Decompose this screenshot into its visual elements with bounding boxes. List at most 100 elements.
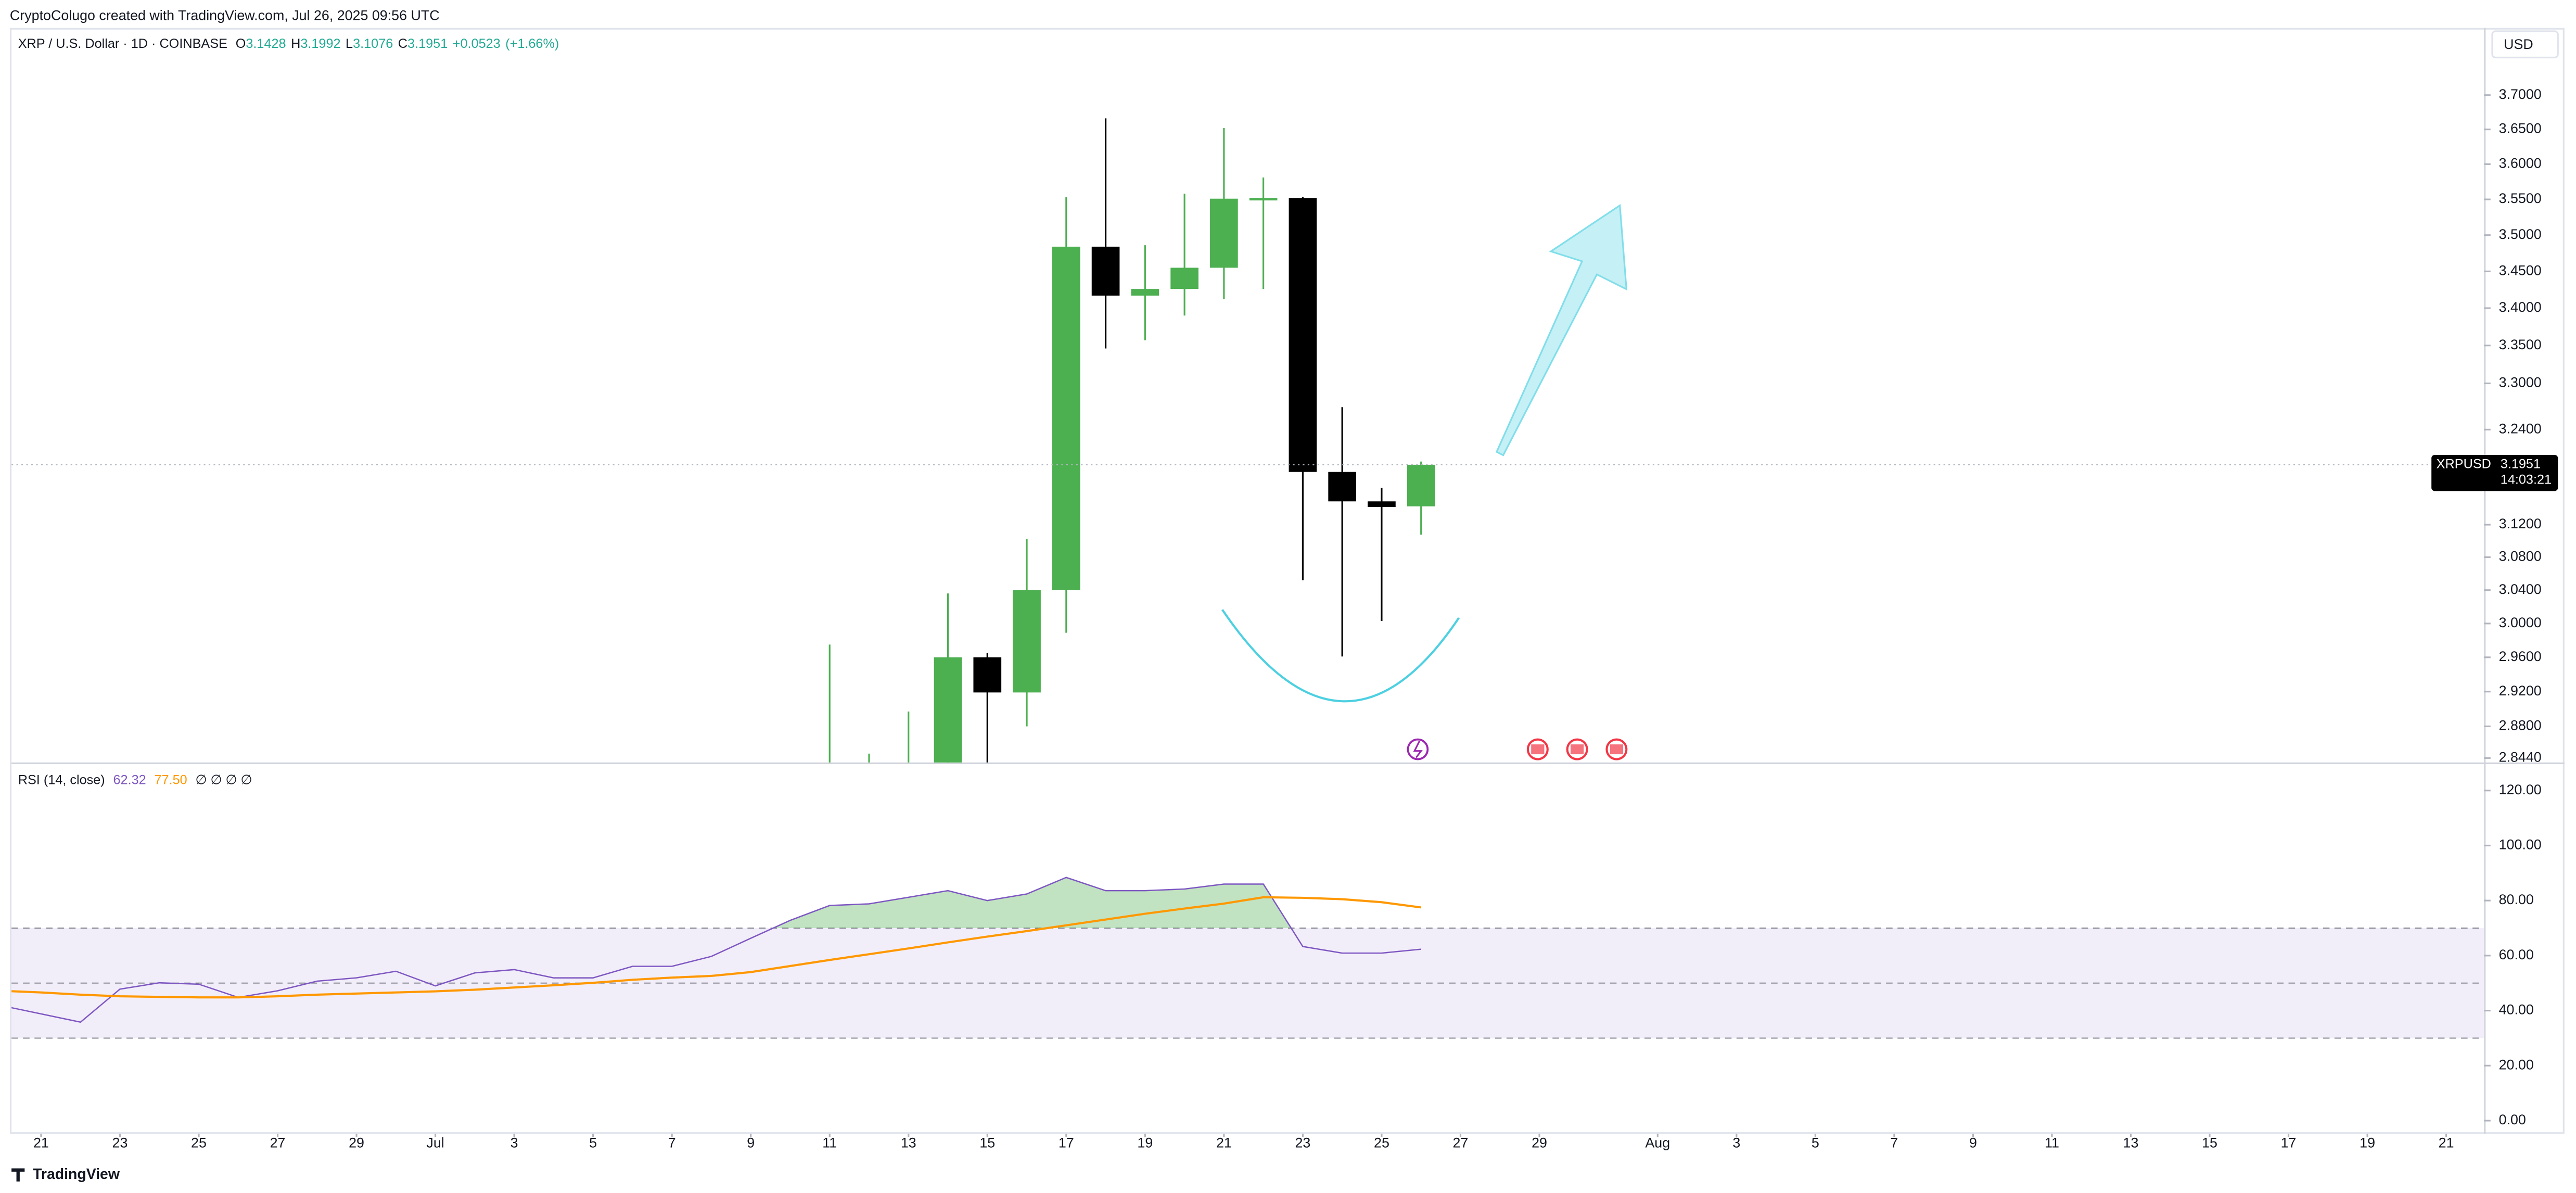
candle-body: [1249, 198, 1278, 201]
y-tick-label: 3.0400: [2499, 581, 2542, 597]
flag-body: [1531, 744, 1545, 755]
y-tick-label: 100.00: [2499, 837, 2542, 853]
candle-body: [1328, 472, 1357, 502]
y-tick-label: 3.4500: [2499, 262, 2542, 278]
legend-letter: C: [398, 36, 407, 51]
candle-body: [1013, 590, 1041, 693]
candle-body: [1052, 246, 1080, 590]
x-tick-label: 3: [511, 1135, 518, 1150]
price-pane: [11, 118, 2484, 763]
candle-body: [1170, 268, 1198, 289]
rsi-title: RSI (14, close): [18, 772, 105, 787]
x-tick-label: 23: [112, 1135, 128, 1150]
candle-body: [973, 657, 1002, 693]
legend-letter: L: [346, 36, 353, 51]
rsi-pane: [11, 877, 2484, 1039]
legend-change-pct: (+1.66%): [505, 36, 559, 51]
y-tick-label: 3.6000: [2499, 155, 2542, 171]
legend-value: 3.1428: [246, 36, 286, 51]
axes: 3.7000 3.6500 3.6000 3.5500 3.5000 3.4500 3.40…: [33, 86, 2558, 1150]
y-tick-label: 0.00: [2499, 1112, 2526, 1127]
event-icon-bolt: [1413, 741, 1423, 758]
candle-body: [1407, 464, 1435, 506]
x-tick-label: 9: [1969, 1135, 1977, 1150]
x-tick-label: 15: [979, 1135, 995, 1150]
x-tick-label: 7: [668, 1135, 676, 1150]
x-tick-label: 25: [1374, 1135, 1389, 1150]
flag-body: [1610, 744, 1624, 755]
frame: [9, 28, 2565, 1134]
y-tick-label: 2.8440: [2499, 749, 2542, 765]
rsi-ma-value: 77.50: [154, 772, 187, 787]
x-tick-label: 27: [1453, 1135, 1469, 1150]
legend-value: 3.1992: [300, 36, 340, 51]
x-tick-label: 21: [33, 1135, 49, 1150]
y-tick-label: 2.8800: [2499, 718, 2542, 733]
x-tick-label: 29: [349, 1135, 364, 1150]
candle-body: [1091, 246, 1120, 296]
y-tick-label: 3.7000: [2499, 86, 2542, 102]
legend-letter: H: [291, 36, 300, 51]
x-tick-label: 13: [901, 1135, 916, 1150]
y-tick-label: 120.00: [2499, 782, 2542, 797]
y-tick-label: 3.6500: [2499, 121, 2542, 136]
arrow-drawing[interactable]: [1495, 204, 1628, 456]
x-tick-label: 17: [2281, 1135, 2297, 1150]
rsi-legend: RSI (14, close) 62.32 77.50 ∅ ∅ ∅ ∅: [18, 772, 252, 787]
economic-events: [1526, 738, 1628, 760]
legend-value: 3.1951: [407, 36, 448, 51]
y-tick-label: 20.00: [2499, 1057, 2534, 1072]
candle-body: [1210, 198, 1238, 268]
y-tick-label: 3.4000: [2499, 299, 2542, 315]
last-price-countdown: 14:03:21: [2501, 473, 2552, 487]
y-tick-label: 3.1200: [2499, 516, 2542, 531]
placeholders: ∅ ∅ ∅ ∅: [195, 772, 252, 787]
x-tick-label: 27: [270, 1135, 286, 1150]
y-tick-label: 3.0000: [2499, 615, 2542, 630]
x-tick-label: 19: [2360, 1135, 2375, 1150]
attribution: CryptoColugo created with TradingView.co…: [10, 8, 440, 23]
x-tick-label: 21: [1216, 1135, 1232, 1150]
last-price-box: [2431, 454, 2558, 491]
x-tick-label: 29: [1532, 1135, 1547, 1150]
x-tick-label: 23: [1295, 1135, 1310, 1150]
x-tick-label: 17: [1059, 1135, 1074, 1150]
legend-change: +0.0523: [453, 36, 501, 51]
x-tick-label: 25: [191, 1135, 207, 1150]
y-tick-label: 3.3000: [2499, 375, 2542, 390]
flag-body: [1570, 744, 1584, 755]
x-tick-label: 19: [1137, 1135, 1153, 1150]
y-tick-label: 3.5500: [2499, 191, 2542, 206]
brand[interactable]: TradingView: [33, 1166, 120, 1183]
y-tick-label: 80.00: [2499, 892, 2534, 907]
rsi-value: 62.32: [113, 772, 146, 787]
x-tick-label: 3: [1732, 1135, 1740, 1150]
x-tick-label: 15: [2202, 1135, 2217, 1150]
brand-logo: [11, 1168, 25, 1182]
x-tick-label: 11: [2045, 1135, 2059, 1150]
y-tick-label: 3.3500: [2499, 337, 2542, 352]
x-tick-label: 7: [1890, 1135, 1898, 1150]
x-tick-label: 5: [1812, 1135, 1819, 1150]
candle-body: [1368, 501, 1396, 507]
price-legend: XRP / U.S. Dollar · 1D · COINBASE O3.1428…: [18, 36, 559, 51]
series-line: [11, 896, 1421, 999]
legend-letter: O: [236, 36, 246, 51]
currency[interactable]: USD: [2504, 36, 2533, 52]
y-tick-label: 3.0800: [2499, 549, 2542, 564]
x-tick-label: Jul: [426, 1135, 444, 1150]
x-tick-label: 21: [2439, 1135, 2454, 1150]
last-price-value: 3.1951: [2501, 457, 2541, 472]
x-tick-label: Aug: [1645, 1135, 1670, 1150]
y-tick-label: 2.9200: [2499, 683, 2542, 699]
legend-value: 3.1076: [353, 36, 393, 51]
x-tick-label: 13: [2123, 1135, 2139, 1150]
currency-box[interactable]: [2491, 30, 2559, 59]
y-tick-label: 2.9600: [2499, 649, 2542, 664]
event-icon[interactable]: [1407, 738, 1429, 760]
curve-drawing[interactable]: [1221, 609, 1460, 703]
last-price-symbol: XRPUSD: [2437, 457, 2491, 472]
y-tick-label: 60.00: [2499, 947, 2534, 962]
